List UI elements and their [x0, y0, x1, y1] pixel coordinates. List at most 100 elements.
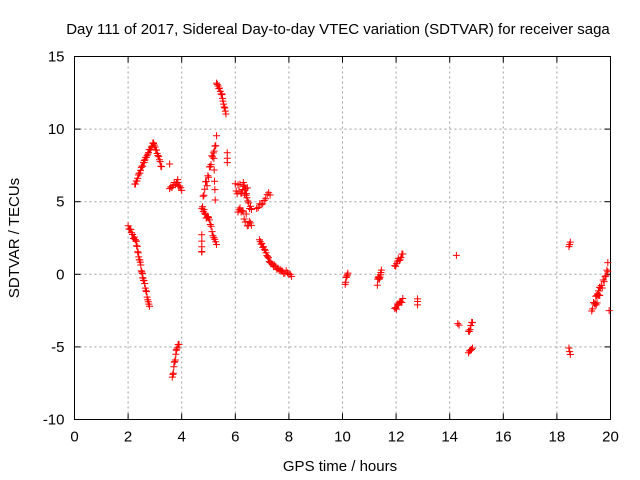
data-point	[243, 194, 251, 202]
y-tick-label: -5	[51, 339, 64, 356]
data-point	[142, 288, 150, 296]
data-point	[397, 254, 405, 262]
data-point	[604, 259, 612, 267]
data-point	[176, 182, 184, 190]
data-point	[169, 370, 177, 378]
y-axis-label: SDTVAR / TECUs	[6, 178, 23, 298]
data-point	[171, 358, 179, 366]
data-point	[566, 348, 574, 356]
data-point	[209, 232, 217, 240]
data-points	[124, 79, 613, 381]
x-tick-label: 10	[334, 429, 351, 446]
x-tick-label: 6	[231, 429, 239, 446]
data-point	[178, 186, 186, 194]
data-point	[154, 151, 162, 159]
data-point	[138, 268, 146, 276]
data-point	[131, 236, 139, 244]
data-point	[199, 203, 207, 211]
x-tick-label: 2	[124, 429, 132, 446]
data-point	[467, 322, 475, 330]
data-point	[377, 266, 385, 274]
data-point	[134, 174, 142, 182]
data-point	[211, 177, 219, 185]
data-point	[601, 273, 609, 281]
data-point	[222, 110, 230, 118]
data-point	[223, 159, 231, 167]
data-point	[132, 180, 140, 188]
data-point	[213, 240, 221, 248]
data-point	[134, 249, 142, 257]
data-point	[155, 156, 163, 164]
data-point	[593, 299, 601, 307]
data-point	[219, 97, 227, 105]
data-point	[204, 213, 212, 221]
data-point	[140, 277, 148, 285]
data-point	[207, 161, 215, 169]
data-point	[343, 271, 351, 279]
data-point	[200, 206, 208, 214]
data-point	[205, 173, 213, 181]
data-point	[211, 142, 219, 150]
data-point	[600, 278, 608, 286]
data-point	[264, 254, 272, 262]
data-point	[124, 222, 132, 230]
data-point	[262, 249, 270, 257]
data-point	[220, 100, 228, 108]
data-point	[143, 152, 151, 160]
data-point	[202, 177, 210, 185]
data-point	[207, 222, 215, 230]
data-point	[566, 238, 574, 246]
data-point	[239, 179, 247, 187]
data-point	[141, 280, 149, 288]
data-point	[134, 248, 142, 256]
data-point	[247, 206, 255, 214]
data-point	[246, 202, 254, 210]
data-point	[565, 344, 573, 352]
data-point	[137, 163, 145, 171]
x-tick-label: 20	[602, 429, 619, 446]
data-point	[138, 270, 146, 278]
data-point	[245, 217, 253, 225]
data-point	[344, 269, 352, 277]
data-point	[589, 305, 597, 313]
data-point	[266, 191, 274, 199]
data-point	[465, 328, 473, 336]
data-point	[593, 292, 601, 300]
data-point	[142, 153, 150, 161]
data-point	[253, 204, 261, 212]
data-point	[146, 302, 154, 310]
data-point	[213, 80, 221, 88]
data-point	[200, 191, 208, 199]
axis-ticks	[74, 56, 611, 420]
data-point	[213, 79, 221, 87]
data-point	[257, 201, 265, 209]
data-point	[452, 251, 460, 259]
data-point	[602, 272, 610, 280]
data-point	[211, 186, 219, 194]
data-point	[414, 301, 422, 309]
x-tick-label: 8	[285, 429, 293, 446]
data-point	[209, 153, 217, 161]
data-point	[201, 209, 209, 217]
data-point	[566, 351, 574, 359]
y-tick-label: 0	[56, 266, 64, 283]
data-point	[258, 239, 266, 247]
data-point	[211, 196, 219, 204]
data-point	[466, 326, 474, 334]
x-axis-label: GPS time / hours	[283, 458, 397, 475]
data-point	[210, 166, 218, 174]
data-point	[175, 340, 183, 348]
data-point	[220, 103, 228, 111]
data-point	[216, 84, 224, 92]
data-point	[210, 234, 218, 242]
data-point	[137, 166, 145, 174]
data-point	[133, 242, 141, 250]
data-point	[133, 242, 141, 250]
data-point	[174, 178, 182, 186]
data-point	[198, 237, 206, 245]
y-tick-label: 10	[48, 121, 65, 138]
data-point	[170, 363, 178, 371]
data-point	[128, 229, 136, 237]
data-point	[210, 147, 218, 155]
data-point	[199, 192, 207, 200]
